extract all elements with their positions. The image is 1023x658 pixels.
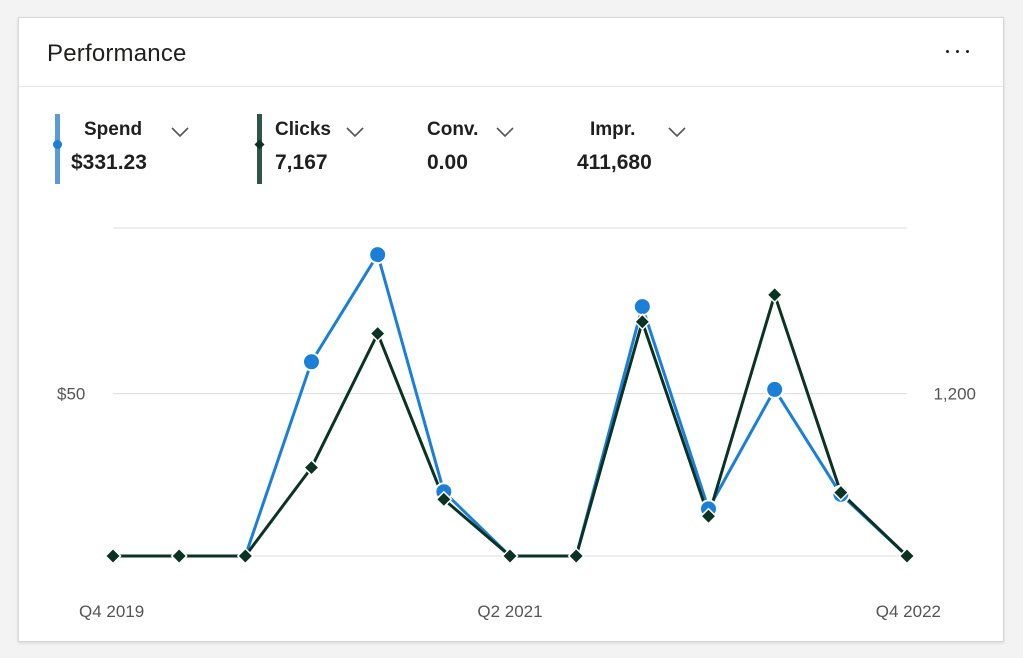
clicks-point [104,547,122,565]
clicks-point [435,490,453,508]
spend-point [368,245,388,265]
card-header: Performance [19,18,1003,87]
y-left-tick-label: $50 [57,385,85,404]
metric-spend-label: Spend [84,119,143,140]
clicks-point [567,547,585,565]
clicks-point [699,507,718,525]
performance-card: Performance Spend $331.23 Clicks 7,167 [18,17,1004,642]
series-line-spend [113,253,909,558]
diamond-marker-icon [254,139,265,150]
clicks-point [236,547,254,565]
chevron-down-icon[interactable] [170,125,190,139]
chart-gridlines [113,227,907,557]
y-right-tick-label: 1,200 [933,385,976,404]
chart-axes: $50 1,200 Q4 2019 Q2 2021 Q4 2022 [57,385,976,621]
spend-point [302,352,321,372]
chart-series [104,245,916,565]
x-tick-label: Q2 2021 [477,602,542,621]
series-line-clicks [113,293,909,558]
chevron-down-icon[interactable] [495,125,515,139]
more-options-button[interactable] [937,36,977,66]
metric-conv-label: Conv. [427,119,479,140]
clicks-point [766,286,784,304]
clicks-point [898,547,916,565]
chevron-down-icon[interactable] [667,125,687,139]
spend-point [632,297,652,317]
clicks-point [832,483,850,502]
metric-clicks-value: 7,167 [275,151,328,174]
metric-conv-value: 0.00 [427,151,468,174]
metric-clicks-label: Clicks [275,119,331,140]
metric-impr-label: Impr. [590,119,636,140]
card-title: Performance [47,40,187,67]
circle-marker-icon [53,140,62,149]
metric-impr-value: 411,680 [577,151,652,174]
x-tick-label: Q4 2022 [876,602,941,621]
chevron-down-icon[interactable] [345,125,365,139]
clicks-point [633,313,651,331]
metric-spend-value: $331.23 [71,151,147,174]
x-tick-label: Q4 2019 [79,602,144,621]
clicks-point [170,547,188,565]
clicks-point [501,547,519,565]
more-horizontal-icon [942,49,972,53]
clicks-point [302,459,321,477]
spend-point [765,379,785,399]
performance-line-chart: $50 1,200 Q4 2019 Q2 2021 Q4 2022 [57,227,976,621]
clicks-point [369,324,387,343]
